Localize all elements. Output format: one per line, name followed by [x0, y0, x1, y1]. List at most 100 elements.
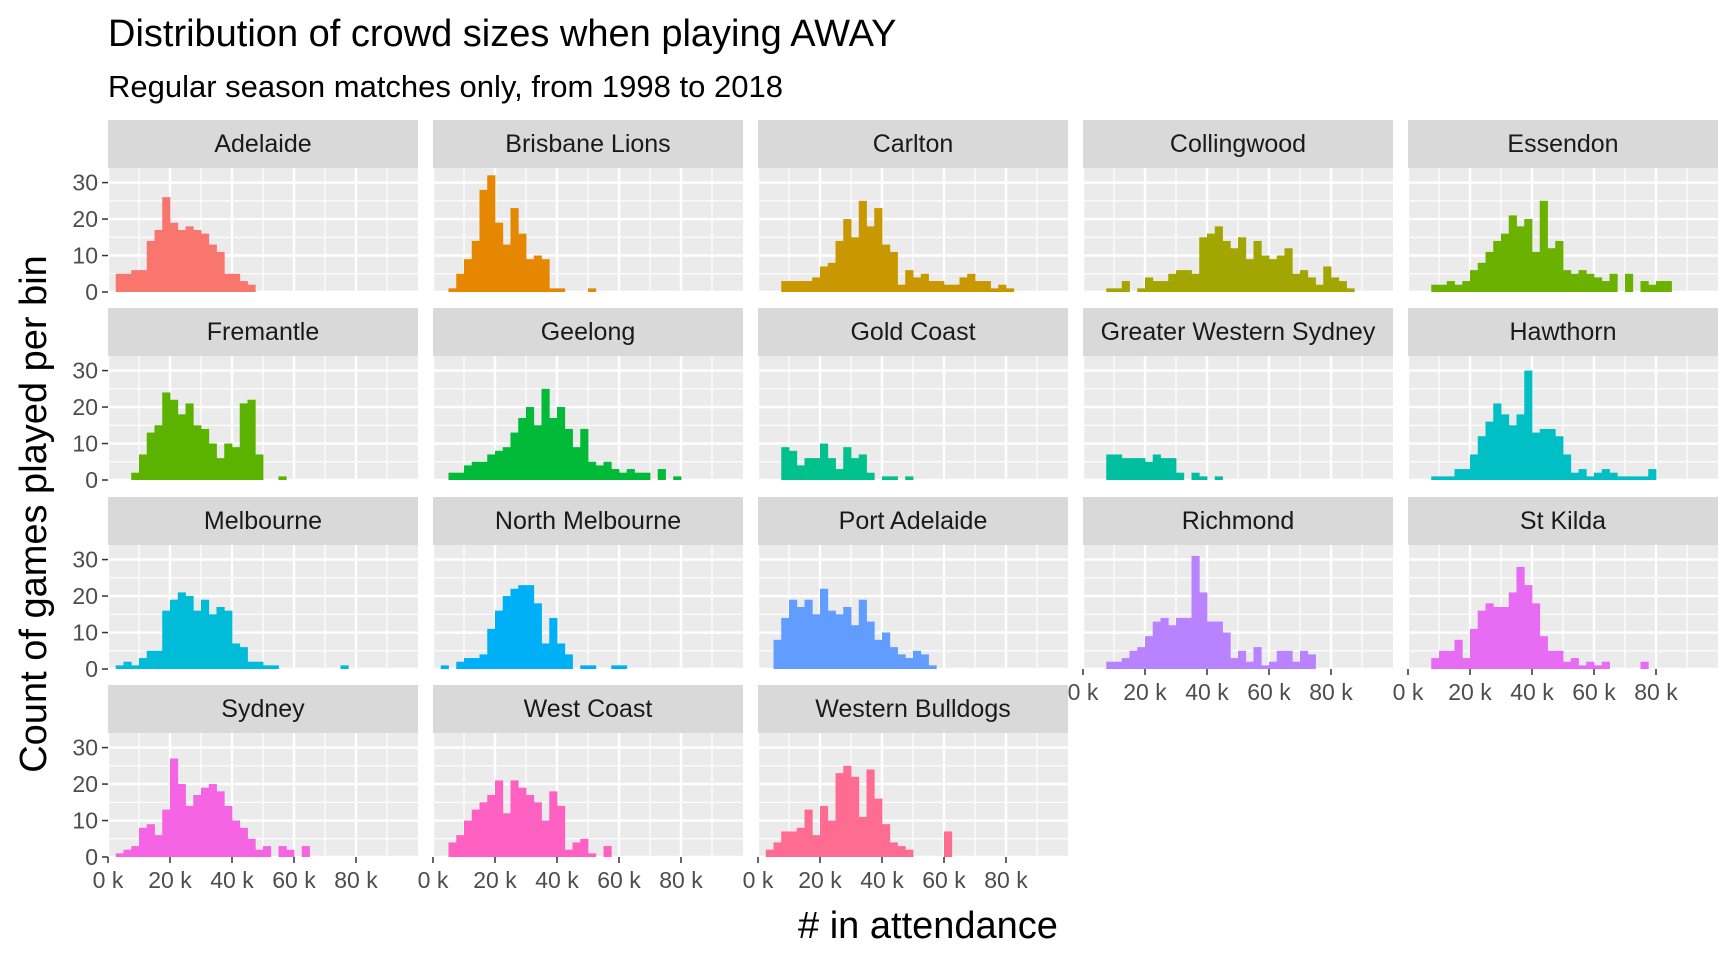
x-tick-label: 80 k: [334, 867, 378, 893]
histogram-bar: [1152, 281, 1161, 292]
histogram-bar: [820, 266, 829, 292]
histogram-bar: [804, 599, 813, 669]
histogram-bar: [201, 599, 210, 669]
histogram-bar: [471, 461, 480, 480]
x-tick-label: 20 k: [473, 867, 517, 893]
histogram-bar: [812, 614, 821, 669]
histogram-bar: [502, 813, 511, 857]
histogram-bar: [208, 244, 217, 292]
histogram-bar: [557, 407, 566, 480]
histogram-bar: [1261, 255, 1270, 292]
histogram-bar: [510, 780, 519, 857]
histogram-bar: [1477, 610, 1486, 669]
histogram-bar: [185, 403, 194, 480]
histogram-bar: [858, 200, 867, 292]
histogram-bar: [1214, 621, 1223, 669]
y-tick-label: 20: [72, 771, 98, 797]
facet-adelaide: Adelaide 0 10 20 30: [72, 120, 418, 305]
histogram-bar: [162, 809, 171, 857]
histogram-bar: [495, 450, 504, 480]
histogram-bar: [471, 658, 480, 669]
histogram-bar: [1470, 628, 1479, 669]
histogram-bar: [1191, 555, 1200, 669]
histogram-bar: [804, 809, 813, 857]
histogram-bar: [471, 240, 480, 292]
histogram-bar: [564, 849, 573, 857]
histogram-bar: [139, 658, 148, 669]
histogram-bar: [1230, 248, 1239, 292]
facet-strip-label: Gold Coast: [850, 318, 975, 346]
histogram-bar: [959, 277, 968, 292]
histogram-bar: [193, 230, 202, 292]
y-tick-label: 0: [85, 844, 98, 870]
histogram-bar: [1547, 248, 1556, 292]
histogram-bar: [580, 665, 589, 669]
x-tick-label: 20 k: [798, 867, 842, 893]
histogram-bar: [270, 665, 279, 669]
histogram-bar: [162, 392, 171, 480]
histogram-bar: [874, 798, 883, 857]
facet-strip: [758, 685, 1068, 733]
histogram-bar: [216, 458, 225, 480]
histogram-bar: [557, 288, 566, 292]
histogram-bar: [208, 443, 217, 480]
histogram-bar: [479, 802, 488, 857]
chart-subtitle: Regular season matches only, from 1998 t…: [108, 69, 783, 104]
histogram-bar: [201, 233, 210, 292]
histogram-bar: [1284, 650, 1293, 669]
facet-west-coast: West Coast 0 k 20 k 40 k 60 k 80 k: [418, 685, 743, 893]
x-tick-label: 60 k: [597, 867, 641, 893]
x-tick-label: 0 k: [418, 867, 449, 893]
histogram-bar: [1516, 226, 1525, 292]
histogram-bar: [1563, 454, 1572, 480]
x-tick-label: 60 k: [1247, 679, 1291, 705]
histogram-bar: [820, 805, 829, 857]
histogram-bar: [1446, 476, 1455, 480]
histogram-bar: [1261, 665, 1270, 669]
histogram-bar: [1245, 259, 1254, 292]
histogram-bar: [603, 461, 612, 480]
histogram-bar: [1207, 233, 1216, 292]
histogram-bar: [1199, 476, 1208, 480]
histogram-bar: [487, 795, 496, 857]
histogram-bar: [1601, 469, 1610, 480]
histogram-bar: [154, 425, 163, 480]
histogram-bar: [905, 270, 914, 292]
histogram-bar: [131, 472, 140, 480]
histogram-bar: [448, 842, 457, 857]
x-tick-label: 0 k: [93, 867, 124, 893]
histogram-bar: [487, 628, 496, 669]
histogram-bar: [944, 284, 953, 292]
histogram-bar: [549, 418, 558, 480]
facet-strip-label: Melbourne: [204, 507, 322, 535]
histogram-bar: [773, 639, 782, 669]
facet-western-bulldogs: Western Bulldogs 0 k 20 k 40 k 60 k 80 k: [743, 685, 1068, 893]
histogram-bar: [765, 849, 774, 857]
histogram-bar: [1168, 625, 1177, 669]
histogram-bar: [812, 277, 821, 292]
histogram-bar: [448, 472, 457, 480]
histogram-bar: [882, 632, 891, 669]
histogram-bar: [588, 461, 597, 480]
histogram-bar: [1501, 607, 1510, 669]
y-tick-label: 30: [72, 547, 98, 573]
histogram-bar: [1648, 469, 1657, 480]
histogram-bar: [1578, 469, 1587, 480]
histogram-bar: [1145, 461, 1154, 480]
x-tick-label: 60 k: [1572, 679, 1616, 705]
histogram-bar: [634, 472, 643, 480]
histogram-bar: [1485, 251, 1494, 292]
histogram-bar: [812, 835, 821, 857]
facet-strip: [1408, 497, 1718, 545]
histogram-bar: [154, 835, 163, 857]
histogram-bar: [1431, 658, 1440, 669]
y-tick-label: 0: [85, 279, 98, 305]
histogram-bar: [1609, 273, 1618, 292]
histogram-bar: [1137, 458, 1146, 480]
histogram-bar: [1006, 288, 1015, 292]
histogram-bar: [464, 658, 473, 669]
histogram-bar: [1454, 284, 1463, 292]
histogram-bar: [549, 617, 558, 669]
histogram-bar: [1238, 237, 1247, 292]
